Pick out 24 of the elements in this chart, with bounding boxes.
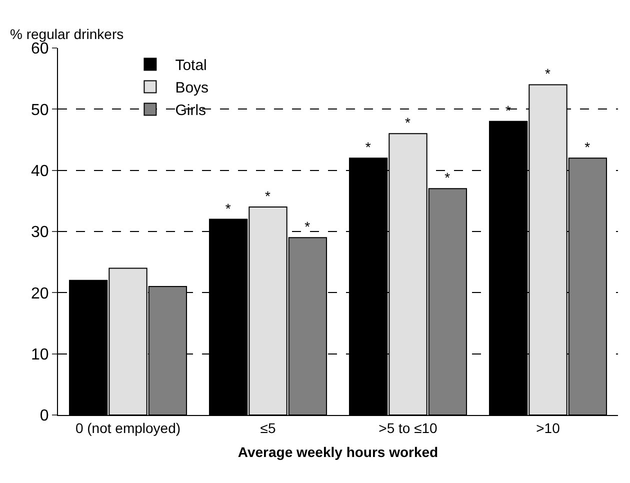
- data-label: *: [405, 114, 411, 131]
- x-tick-label: >5 to ≤10: [378, 420, 438, 436]
- data-label: *: [584, 139, 591, 156]
- y-tick-label: 0: [40, 408, 49, 425]
- data-label: *: [265, 188, 271, 204]
- legend-label: Girls: [175, 102, 206, 120]
- x-axis-title: Average weekly hours worked: [238, 444, 438, 460]
- y-axis-title: % regular drinkers: [10, 26, 124, 42]
- y-tick-label: 30: [31, 224, 49, 242]
- legend-label: Total: [175, 57, 207, 74]
- x-tick-label: ≤5: [260, 420, 276, 436]
- data-label: *: [365, 139, 372, 156]
- data-label: *: [304, 218, 311, 235]
- y-tick-label: 60: [31, 40, 49, 58]
- x-tick-label: 0 (not employed): [75, 420, 181, 436]
- y-tick-label: 50: [31, 102, 49, 119]
- data-label: *: [545, 66, 551, 82]
- y-tick-label: 10: [31, 346, 49, 364]
- legend-label: Boys: [175, 80, 209, 97]
- data-label: *: [444, 170, 451, 186]
- x-tick-label: >10: [536, 420, 560, 436]
- data-label: *: [225, 200, 232, 216]
- y-tick-label: 40: [31, 162, 49, 180]
- y-tick-label: 20: [31, 285, 49, 302]
